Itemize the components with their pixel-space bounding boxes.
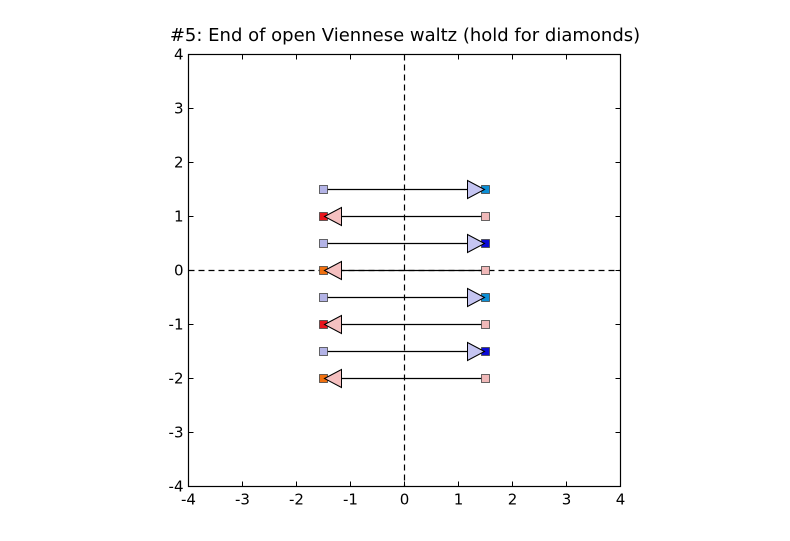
x-tick-label: 3 bbox=[562, 491, 572, 509]
y-tick-label: -2 bbox=[169, 370, 184, 388]
facing-arrow bbox=[323, 260, 342, 281]
facing-arrow bbox=[467, 179, 486, 200]
x-tick-label: -2 bbox=[289, 491, 304, 509]
dancer-marks bbox=[319, 179, 490, 389]
right-dancer-marker bbox=[481, 212, 490, 221]
facing-arrow bbox=[323, 368, 342, 389]
x-tick-label: 0 bbox=[400, 491, 410, 509]
y-tick-label: -1 bbox=[169, 316, 184, 334]
left-dancer-marker bbox=[319, 347, 328, 356]
right-dancer-marker bbox=[481, 266, 490, 275]
y-tick-label: 0 bbox=[174, 262, 184, 280]
axis-ticks bbox=[188, 54, 621, 487]
x-tick-label: -1 bbox=[343, 491, 358, 509]
y-tick-label: 3 bbox=[174, 100, 184, 118]
y-tick-label: -3 bbox=[169, 424, 184, 442]
y-tick-label: 1 bbox=[174, 208, 184, 226]
axis-tick-labels: -4 -3 -2 -1 0 1 2 3 4 -4 -3 -2 -1 0 1 2 3 4 bbox=[169, 46, 626, 509]
x-tick-label: 2 bbox=[508, 491, 518, 509]
y-tick-label: -4 bbox=[169, 478, 184, 496]
facing-arrow bbox=[467, 287, 486, 308]
facing-arrow bbox=[323, 206, 342, 227]
left-dancer-marker bbox=[319, 293, 328, 302]
right-dancer-marker bbox=[481, 320, 490, 329]
facing-arrow bbox=[467, 233, 486, 254]
x-tick-label: 4 bbox=[616, 491, 626, 509]
x-tick-label: -3 bbox=[235, 491, 250, 509]
y-tick-label: 4 bbox=[174, 46, 184, 64]
x-tick-label: 1 bbox=[454, 491, 464, 509]
left-dancer-marker bbox=[319, 185, 328, 194]
left-dancer-marker bbox=[319, 239, 328, 248]
x-tick-label: -4 bbox=[181, 491, 196, 509]
facing-arrow bbox=[323, 314, 342, 335]
right-dancer-marker bbox=[481, 374, 490, 383]
y-tick-label: 2 bbox=[174, 154, 184, 172]
chart-title: #5: End of open Viennese waltz (hold for… bbox=[170, 25, 640, 46]
facing-arrow bbox=[467, 341, 486, 362]
